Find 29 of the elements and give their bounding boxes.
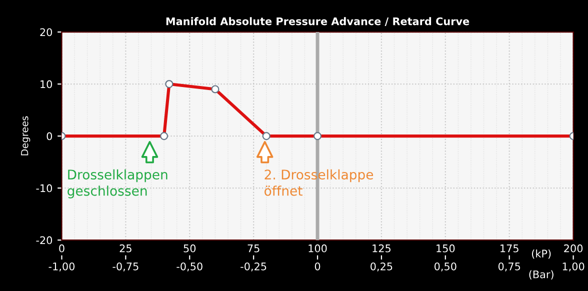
x-tick-label: 100 — [308, 244, 327, 252]
x-tick-label: 0 — [59, 244, 64, 252]
y-axis-title: Degrees — [21, 116, 30, 156]
x-axis-title: (kP) — [532, 249, 551, 259]
chart-title: Manifold Absolute Pressure Advance / Retard Curve — [166, 17, 470, 26]
x-tick-label: 75 — [248, 244, 260, 252]
x2-tick-label: 0,50 — [434, 262, 456, 272]
x2-tick-label: 1,00 — [562, 262, 584, 272]
x-tick-label: 150 — [436, 244, 455, 252]
y-tick-label: 20 — [40, 28, 52, 36]
y-tick-label: -10 — [36, 184, 52, 192]
x2-tick-label: -0,25 — [240, 262, 266, 272]
x2-axis-title: (Bar) — [529, 270, 554, 280]
x2-tick-label: 0 — [314, 262, 320, 270]
x2-tick-label: -0,50 — [176, 262, 202, 272]
x-tick-label: 50 — [184, 244, 196, 252]
annotation: 2. Drosselklappe öffnet — [264, 169, 374, 196]
annotation: Drosselklappen geschlossen — [68, 169, 168, 198]
x-tick-label: 125 — [372, 244, 390, 252]
x2-tick-label: 0,25 — [370, 262, 392, 272]
x2-tick-label: -0,75 — [112, 262, 138, 272]
x2-tick-label: 0,75 — [498, 262, 520, 272]
x2-tick-label: -1,00 — [48, 262, 75, 272]
x-tick-label: 200 — [564, 244, 583, 252]
y-tick-label: 0 — [46, 132, 52, 140]
x-tick-label: 25 — [120, 244, 132, 252]
x-tick-label: 175 — [500, 244, 518, 252]
y-tick-label: -20 — [36, 236, 52, 244]
y-tick-label: 10 — [40, 80, 52, 88]
